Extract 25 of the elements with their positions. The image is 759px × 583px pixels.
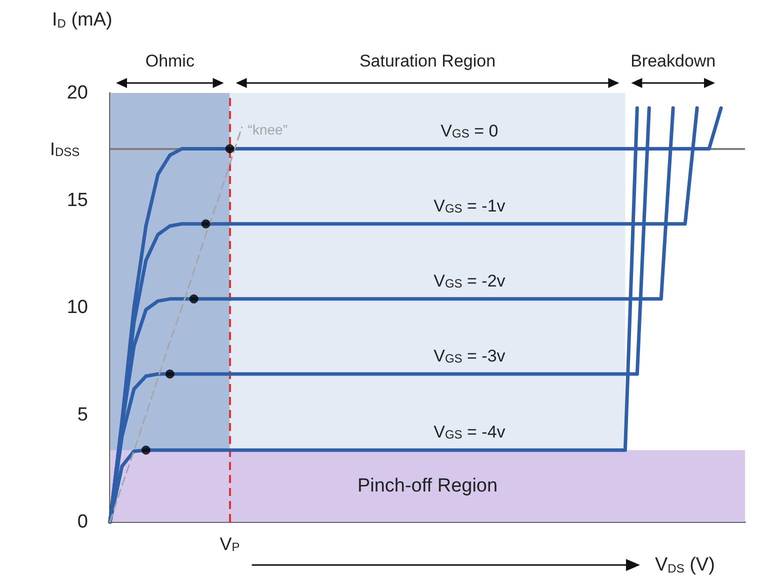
series-label: VGS = -3v — [434, 346, 506, 366]
point — [141, 446, 150, 455]
point — [201, 219, 210, 228]
y-tick-label: 15 — [66, 190, 88, 211]
y-tick-label: 0 — [77, 512, 88, 532]
series-label: VGS = -1v — [434, 196, 506, 216]
ref-line-label: IDSS — [50, 138, 80, 159]
x-axis-title: VDS (V) — [655, 554, 715, 576]
point — [165, 369, 174, 378]
series-label: “knee” — [248, 121, 288, 138]
line-series — [109, 126, 243, 523]
y-tick-label: 10 — [66, 297, 88, 318]
point — [189, 294, 198, 304]
series-label: VGS = -4v — [434, 422, 506, 442]
series-label: VGS = -2v — [434, 271, 506, 290]
text: VP — [220, 534, 240, 554]
y-tick-label: 5 — [77, 404, 88, 426]
point — [225, 144, 234, 154]
text: Ohmic — [145, 52, 195, 70]
y-axis-title: ID (mA) — [52, 10, 112, 30]
text: Breakdown — [630, 52, 716, 70]
text: Saturation Region — [359, 52, 496, 70]
y-tick-label: 20 — [66, 82, 88, 104]
series-label: VGS = 0 — [440, 121, 498, 140]
band-label: Pinch-off Region — [357, 476, 498, 497]
